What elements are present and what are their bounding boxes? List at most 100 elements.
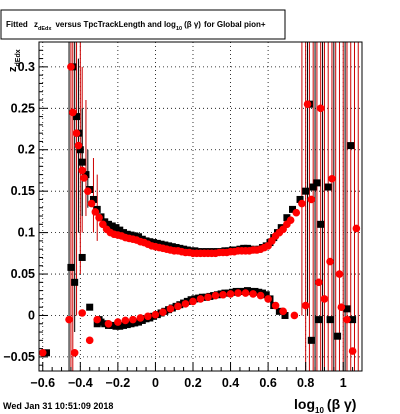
title-box (0, 9, 286, 40)
y-tick-label: 0.25 (11, 101, 35, 115)
data-point-square (302, 187, 310, 195)
data-point-square (82, 171, 90, 179)
data-point-circle (211, 291, 220, 300)
data-point-circle (271, 301, 280, 310)
data-point-circle (129, 315, 137, 324)
data-point-square (67, 263, 75, 271)
data-point-square (307, 336, 315, 344)
data-point-circle (328, 174, 336, 183)
data-point-circle (264, 295, 272, 303)
data-point-circle (151, 310, 160, 319)
data-point-circle (352, 224, 361, 233)
data-point-circle (234, 289, 242, 297)
y-axis-title: zdEdx (7, 49, 22, 72)
data-point-square (309, 183, 317, 191)
x-axis-title: log10 (β γ) (294, 396, 356, 414)
data-point-circle (93, 315, 102, 324)
data-point-circle (121, 316, 130, 325)
plot-frame (38, 41, 363, 372)
data-point-circle (38, 348, 47, 357)
data-point-circle (320, 295, 329, 303)
data-point-square (150, 239, 158, 247)
data-point-square (112, 322, 120, 330)
data-point-circle (292, 208, 301, 217)
data-point-circle (303, 100, 312, 108)
data-point-circle (335, 270, 344, 278)
data-point-square (127, 320, 135, 328)
x-tick-label: −0.2 (106, 376, 131, 390)
data-point-circle (315, 278, 323, 287)
data-point-square (296, 195, 304, 203)
points-layer (38, 63, 361, 357)
data-point-square (116, 226, 124, 234)
y-tick-label: −0.05 (3, 350, 35, 364)
data-point-square (89, 195, 97, 203)
ticks-layer: −0.6 −0.4 −0.2 0 0.2 0.4 0.6 0.8 1 −0.05 0 0.05 0.1 0… (3, 41, 363, 390)
y-tick-label: 0.3 (18, 60, 35, 74)
data-point-circle (301, 301, 310, 310)
data-point-circle (326, 257, 334, 266)
data-point-square (108, 321, 116, 329)
data-point-square (116, 322, 124, 330)
chart-title: Fitted zdEdx versus TpcTrackLength and lo… (6, 20, 266, 32)
data-point-circle (104, 319, 113, 328)
data-point-circle (74, 141, 83, 150)
data-point-square (172, 244, 180, 252)
data-point-square (255, 288, 263, 296)
data-point-circle (78, 309, 86, 317)
data-point-square (334, 332, 342, 340)
data-point-circle (78, 166, 86, 175)
data-point-square (71, 278, 79, 286)
data-point-square (157, 240, 165, 248)
data-point-square (165, 242, 173, 250)
data-point-circle (69, 108, 77, 117)
x-tick-label: 0.2 (184, 376, 201, 390)
data-point-circle (84, 187, 92, 195)
data-point-circle (80, 174, 88, 182)
data-point-square (78, 158, 86, 166)
data-point-circle (181, 300, 190, 308)
data-point-square (281, 311, 289, 319)
data-point-square (343, 305, 351, 313)
x-tick-label: −0.4 (68, 376, 93, 390)
data-point-square (168, 243, 176, 251)
data-point-circle (65, 315, 73, 324)
data-point-square (153, 239, 161, 247)
data-point-circle (166, 305, 175, 313)
data-point-circle (144, 312, 152, 321)
data-point-circle (337, 303, 346, 311)
data-point-circle (174, 302, 182, 311)
data-point-square (123, 321, 131, 329)
data-point-circle (343, 315, 351, 324)
x-tick-label: 0.6 (259, 376, 276, 390)
data-point-square (135, 233, 143, 241)
y-tick-label: 0.2 (18, 143, 35, 157)
data-point-square (347, 142, 355, 150)
data-point-square (326, 316, 334, 324)
data-point-square (120, 229, 128, 237)
data-point-square (112, 224, 120, 232)
data-point-square (283, 214, 291, 222)
data-point-square (349, 316, 357, 324)
data-point-square (317, 220, 325, 228)
data-point-circle (307, 195, 316, 204)
timestamp-label: Wed Jan 31 10:51:09 2018 (3, 401, 113, 411)
y-tick-label: 0.15 (11, 184, 35, 198)
data-point-circle (189, 297, 197, 306)
data-point-circle (204, 293, 212, 302)
data-point-circle (159, 308, 167, 316)
data-point-square (324, 183, 332, 191)
data-point-circle (241, 289, 250, 297)
x-tick-label: 1 (340, 376, 347, 390)
data-point-square (313, 179, 321, 187)
x-tick-label: 0 (152, 376, 159, 390)
x-tick-label: 0.4 (222, 376, 239, 390)
data-point-circle (85, 336, 94, 345)
data-point-circle (256, 291, 265, 300)
data-point-square (131, 319, 139, 327)
y-tick-label: 0.05 (11, 267, 35, 281)
data-point-square (315, 316, 323, 324)
data-point-square (135, 318, 143, 326)
data-point-circle (196, 295, 205, 303)
